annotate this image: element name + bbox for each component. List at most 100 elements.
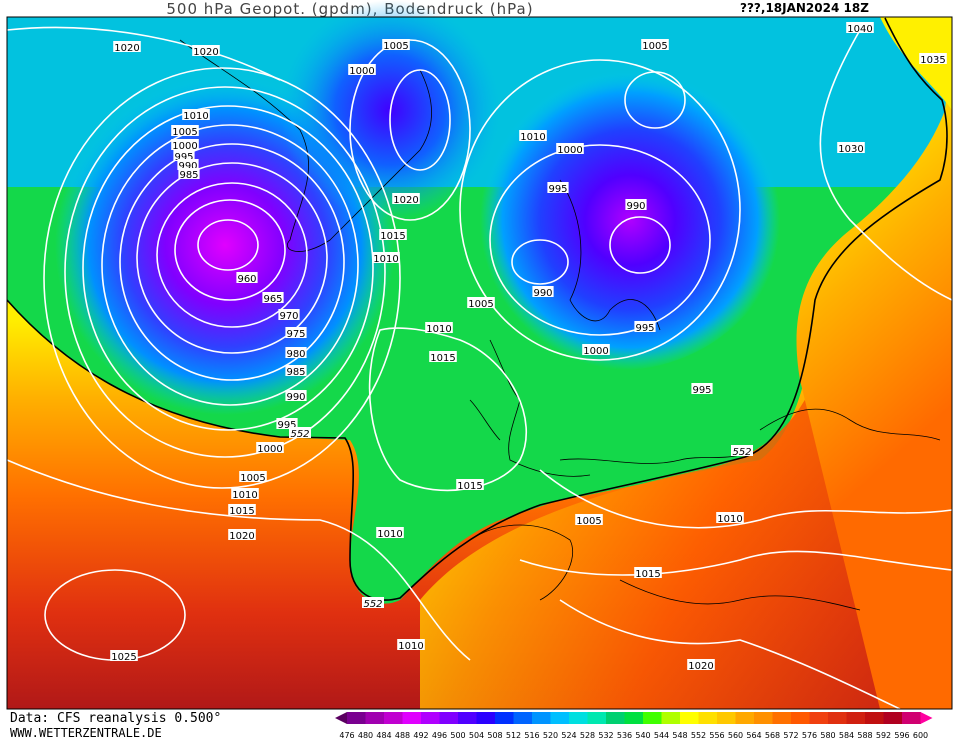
pressure-label: 995 <box>692 385 711 396</box>
pressure-label: 1000 <box>172 141 197 152</box>
legend-swatch <box>421 712 440 724</box>
valid-datetime: ???,18JAN2024 18Z <box>740 1 869 15</box>
pressure-label: 1015 <box>635 569 660 580</box>
pressure-label: 1010 <box>520 132 545 143</box>
legend-swatch <box>846 712 866 724</box>
pressure-label: 965 <box>263 294 282 305</box>
pressure-label: 1020 <box>193 47 218 58</box>
pressure-label: 1005 <box>172 127 197 138</box>
pressure-label-box <box>532 286 554 297</box>
legend-swatch <box>365 712 385 724</box>
pressure-label-box <box>687 659 715 670</box>
pressure-label-box <box>231 488 259 499</box>
pressure-label-box <box>278 309 300 320</box>
pressure-label-box <box>376 527 404 538</box>
geopot-label-box <box>289 427 311 438</box>
legend-swatch <box>791 712 810 724</box>
legend-swatch <box>495 712 514 724</box>
pressure-label: 990 <box>533 288 552 299</box>
pressure-label: 995 <box>548 184 567 195</box>
pressure-label-box <box>285 365 307 376</box>
legend-value: 564 <box>746 731 761 740</box>
pressure-label-box <box>228 504 256 515</box>
legend-arrow-low <box>335 712 347 724</box>
legend-swatch <box>402 712 422 724</box>
pressure-label: 1030 <box>838 144 863 155</box>
pressure-label-box <box>182 109 210 120</box>
pressure-label-box <box>256 442 284 453</box>
legend-value: 552 <box>691 731 706 740</box>
legend-value: 544 <box>654 731 669 740</box>
pressure-label-box <box>178 168 200 179</box>
legend-value: 588 <box>857 731 872 740</box>
legend-swatch <box>606 712 625 724</box>
warm-region-east <box>796 40 952 709</box>
legend-value: 536 <box>617 731 632 740</box>
pressure-label-box <box>547 182 569 193</box>
pressure-label-box <box>519 130 547 141</box>
pressure-label-box <box>228 529 256 540</box>
website-credit: WWW.WETTERZENTRALE.DE <box>10 726 162 740</box>
legend-value: 532 <box>598 731 613 740</box>
pressure-label-box <box>372 252 400 263</box>
pressure-label-box <box>239 471 267 482</box>
legend-swatch <box>624 712 644 724</box>
legend-value: 576 <box>802 731 817 740</box>
pressure-label: 990 <box>286 392 305 403</box>
pressure-label-box <box>467 297 495 308</box>
pressure-label: 1010 <box>426 324 451 335</box>
legend-value: 488 <box>395 731 410 740</box>
pressure-label: 1005 <box>642 41 667 52</box>
pressure-label: 1035 <box>920 55 945 66</box>
legend-value: 524 <box>561 731 576 740</box>
pressure-label: 975 <box>286 329 305 340</box>
pressure-label-box <box>379 229 407 240</box>
pressure-label: 995 <box>277 420 296 431</box>
legend-value: 492 <box>413 731 428 740</box>
legend-value: 540 <box>635 731 650 740</box>
pressure-label-box <box>716 512 744 523</box>
pressure-label: 1010 <box>232 490 257 501</box>
pressure-label-box <box>582 344 610 355</box>
cold-region-east <box>450 30 790 370</box>
pressure-label-box <box>397 639 425 650</box>
legend-swatch <box>458 712 477 724</box>
map-frame <box>6 16 953 710</box>
pressure-label-box <box>392 193 420 204</box>
legend-swatch <box>772 712 792 724</box>
isobars <box>6 26 953 710</box>
legend-swatch <box>513 712 533 724</box>
legend-swatch <box>661 712 681 724</box>
pressure-label-box <box>425 322 453 333</box>
warm-corner-northeast <box>880 17 952 110</box>
pressure-label: 1015 <box>430 353 455 364</box>
pressure-label-box <box>382 39 410 50</box>
pressure-label-box <box>846 22 874 33</box>
pressure-label: 1010 <box>373 254 398 265</box>
pressure-label-box <box>276 418 298 429</box>
pressure-label: 1015 <box>229 506 254 517</box>
legend-swatch <box>569 712 588 724</box>
pressure-label: 1005 <box>240 473 265 484</box>
pressure-label: 970 <box>279 311 298 322</box>
pressure-label-box <box>177 159 199 170</box>
legend-swatch <box>347 712 366 724</box>
legend-value: 520 <box>543 731 558 740</box>
legend-swatch <box>587 712 607 724</box>
legend-value: 504 <box>469 731 484 740</box>
pressure-label: 1020 <box>393 195 418 206</box>
legend-swatch <box>902 712 921 724</box>
pressure-label: 1015 <box>457 481 482 492</box>
legend-swatch <box>680 712 699 724</box>
legend-value: 584 <box>839 731 854 740</box>
pressure-label-box <box>285 390 307 401</box>
legend-value: 560 <box>728 731 743 740</box>
pressure-label-box <box>192 45 220 56</box>
legend-value: 600 <box>913 731 928 740</box>
pressure-label-box <box>625 199 647 210</box>
data-source: Data: CFS reanalysis 0.500° <box>10 711 222 726</box>
legend-value: 580 <box>820 731 835 740</box>
legend-value: 508 <box>487 731 502 740</box>
pressure-label-box <box>262 292 284 303</box>
legend-swatches <box>335 712 933 724</box>
